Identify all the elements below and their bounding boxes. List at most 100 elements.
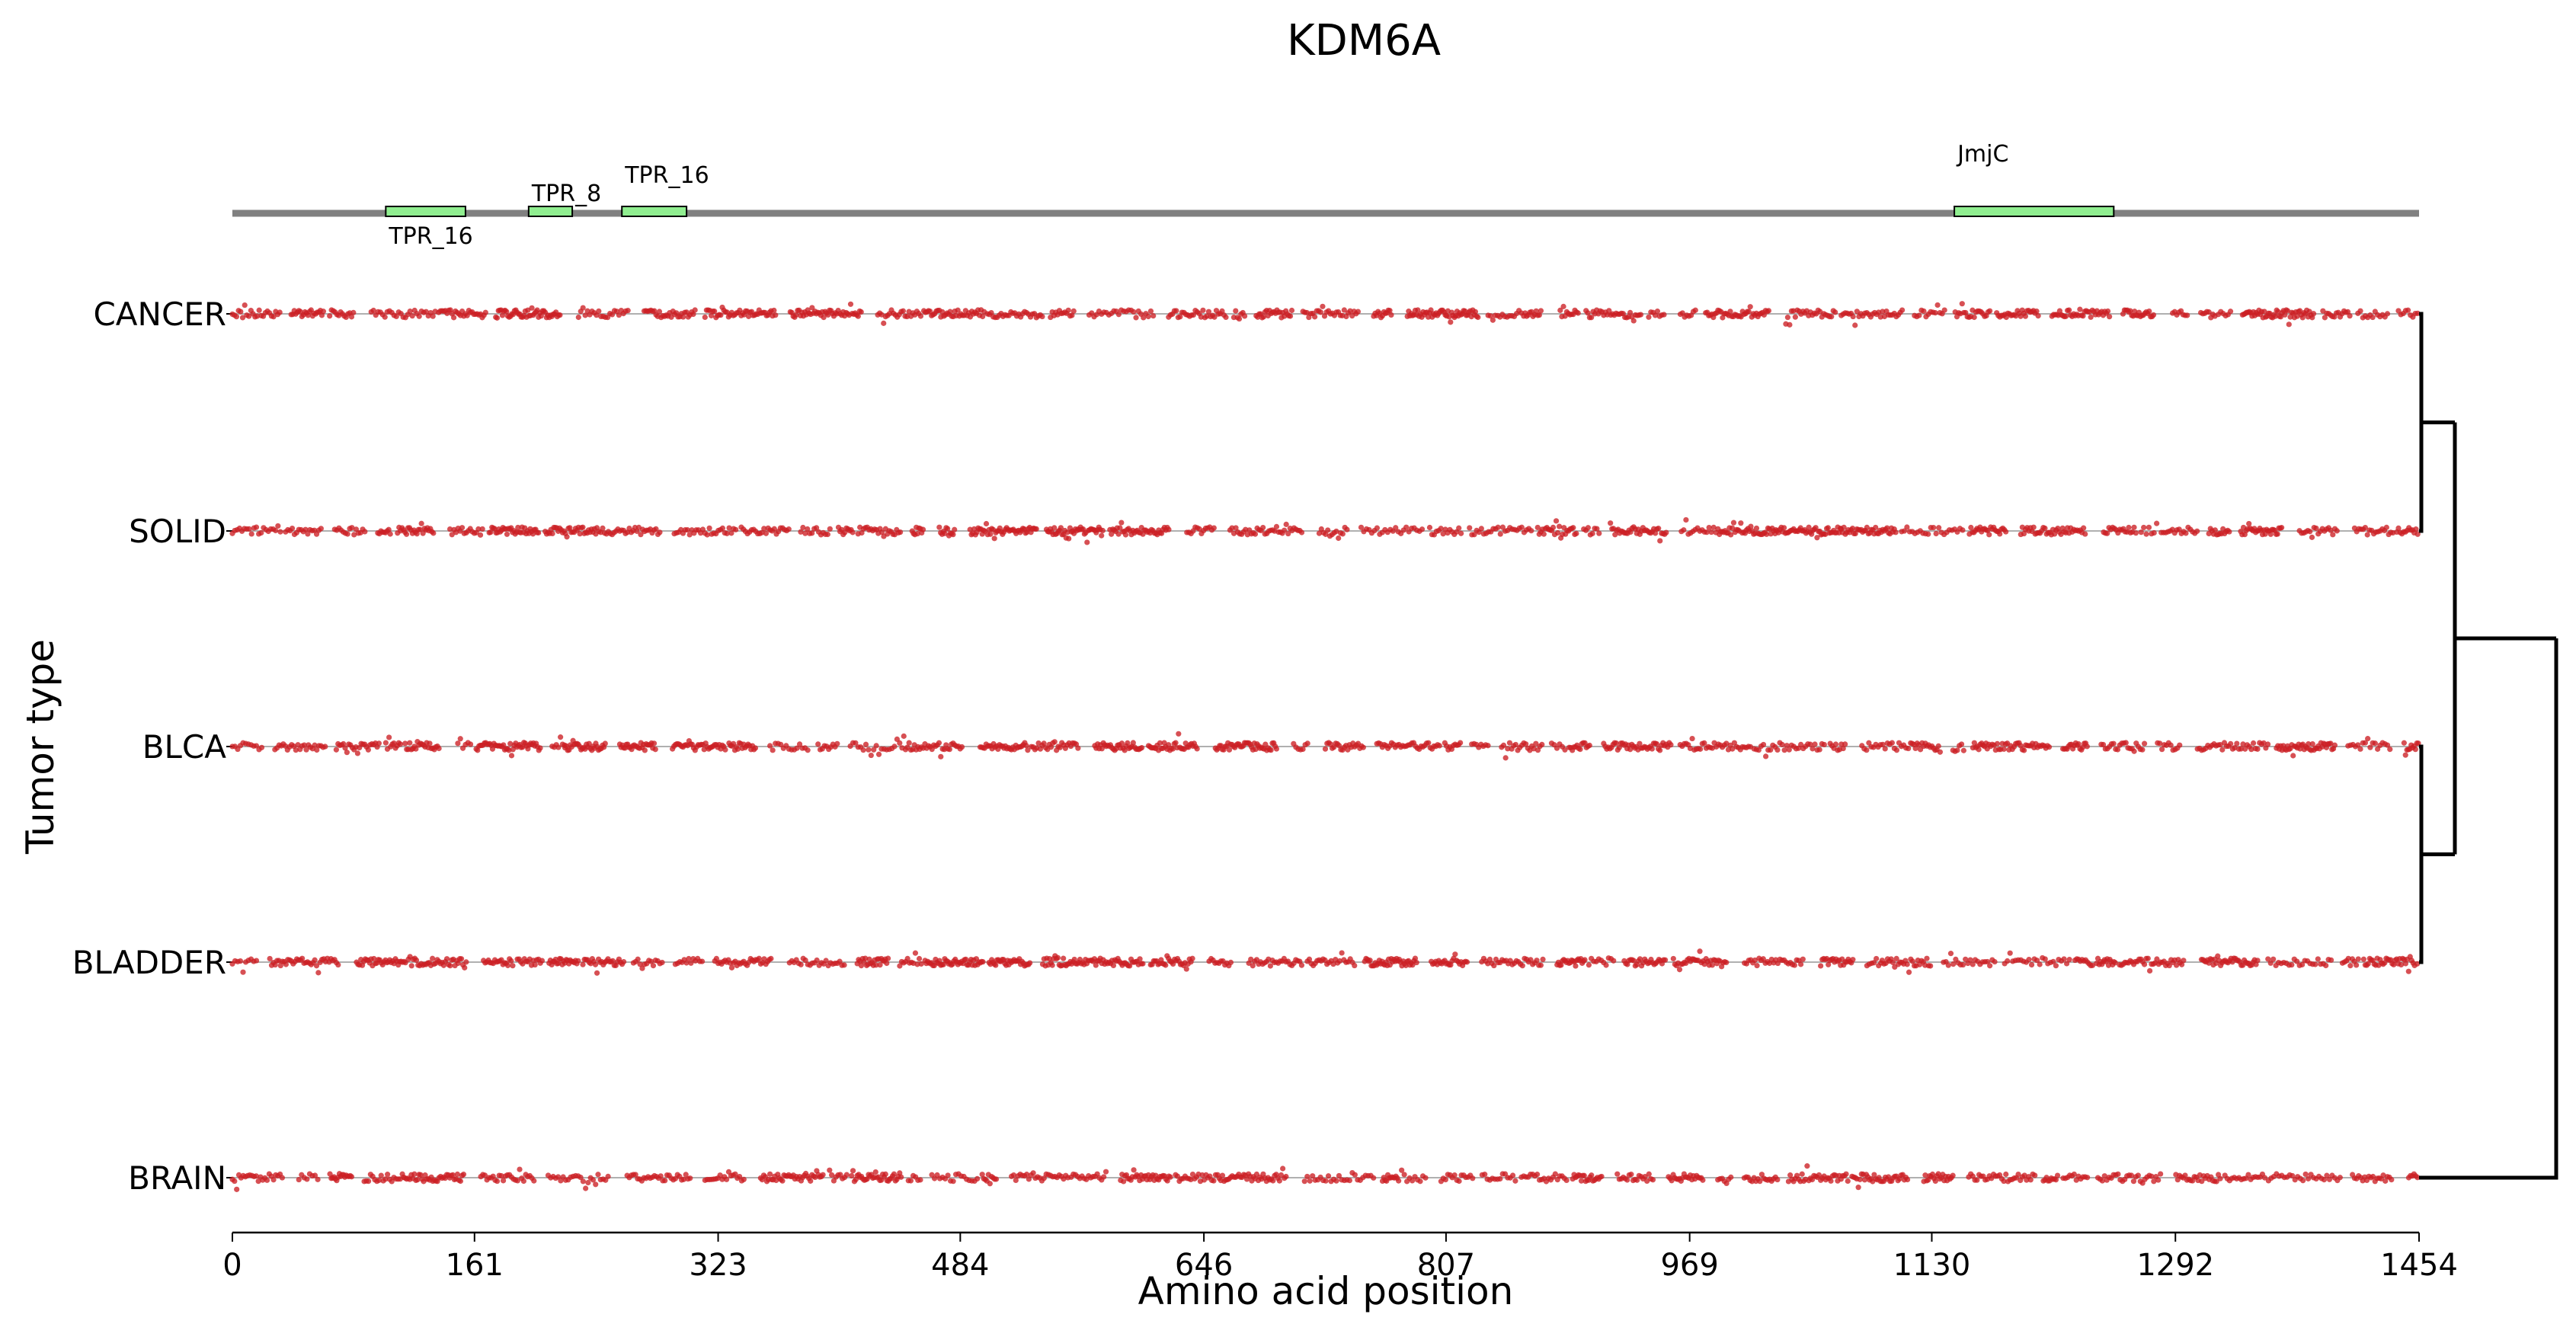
- mutation-point: [2055, 1172, 2060, 1178]
- mutation-point: [2226, 529, 2232, 534]
- mutation-point: [533, 962, 538, 967]
- mutation-point: [2021, 747, 2027, 753]
- mutation-point: [366, 747, 371, 753]
- mutation-point: [2154, 521, 2159, 526]
- mutation-point: [1361, 745, 1366, 750]
- mutation-point: [869, 753, 874, 758]
- mutation-point: [259, 745, 264, 750]
- mutation-point: [1934, 531, 1939, 536]
- mutation-point: [605, 1174, 610, 1179]
- mutation-point: [2032, 1172, 2037, 1178]
- mutation-point: [2405, 308, 2411, 313]
- mutation-point: [277, 529, 283, 535]
- mutation-point: [280, 1175, 285, 1180]
- mutation-point: [2002, 747, 2007, 752]
- mutation-point: [1534, 1172, 1540, 1177]
- mutation-point: [1419, 526, 1425, 532]
- mutation-point: [1482, 1172, 1487, 1177]
- mutation-point: [651, 963, 656, 968]
- mutation-point: [1100, 528, 1106, 533]
- mutation-point: [2354, 962, 2359, 967]
- mutation-point: [600, 526, 605, 531]
- mutation-point: [1519, 525, 1525, 530]
- mutation-point: [2142, 741, 2147, 747]
- mutation-point: [1211, 1178, 1216, 1183]
- mutation-point: [1650, 746, 1655, 751]
- mutation-point: [1829, 314, 1834, 319]
- mutation-point: [258, 530, 264, 536]
- mutation-point: [786, 526, 792, 532]
- mutation-point: [917, 1177, 923, 1182]
- mutation-point: [1661, 312, 1666, 317]
- mutation-point: [2365, 736, 2370, 741]
- mutation-point: [2177, 743, 2182, 748]
- mutation-point: [257, 308, 262, 313]
- mutation-point: [596, 309, 601, 314]
- mutation-point: [1728, 1175, 1733, 1180]
- mutation-point: [1541, 532, 1547, 537]
- mutation-point: [1061, 956, 1066, 961]
- mutation-point: [249, 531, 254, 536]
- mutation-point: [1833, 741, 1838, 747]
- mutation-point: [430, 314, 436, 319]
- mutation-point: [2147, 968, 2152, 974]
- mutation-point: [444, 956, 450, 961]
- mutation-point: [1698, 747, 1703, 752]
- mutation-point: [327, 313, 332, 318]
- mutation-point: [1452, 1172, 1458, 1178]
- mutation-point: [1697, 948, 1702, 954]
- mutation-point: [1577, 747, 1582, 752]
- mutation-point: [2152, 530, 2157, 536]
- mutation-point: [1650, 1177, 1656, 1182]
- mutation-point: [2142, 961, 2147, 967]
- mutation-point: [2323, 963, 2328, 968]
- mutation-point: [557, 312, 562, 318]
- mutation-point: [1936, 525, 1941, 530]
- mutation-point: [1146, 314, 1151, 319]
- mutation-point: [455, 1172, 460, 1177]
- mutation-point: [2387, 747, 2392, 752]
- domain-box: [622, 206, 686, 216]
- mutation-point: [1727, 309, 1733, 314]
- mutation-point: [580, 525, 585, 530]
- mutation-point: [318, 526, 324, 531]
- mutation-point: [1842, 741, 1848, 747]
- mutation-point: [2143, 532, 2149, 537]
- mutation-point: [508, 958, 514, 964]
- mutation-point: [558, 734, 563, 740]
- mutation-point: [376, 740, 382, 746]
- mutation-point: [322, 743, 328, 749]
- mutation-point: [1693, 308, 1698, 313]
- mutation-point: [2046, 744, 2052, 750]
- mutation-point: [642, 747, 648, 753]
- mutation-point: [1798, 961, 1803, 967]
- mutation-point: [1689, 736, 1694, 741]
- mutation-point: [1586, 962, 1592, 967]
- mutation-point: [1333, 1178, 1339, 1184]
- mutation-point: [2357, 747, 2363, 752]
- mutation-point: [920, 527, 926, 532]
- mutation-point: [1959, 741, 1964, 747]
- mutation-point: [335, 962, 341, 967]
- mutation-point: [1768, 747, 1773, 753]
- mutation-point: [1371, 1175, 1376, 1181]
- mutation-point: [718, 312, 723, 318]
- mutation-point: [1817, 747, 1822, 752]
- mutation-point: [898, 1175, 904, 1180]
- mutation-point: [729, 965, 734, 970]
- mutation-point: [275, 523, 280, 529]
- mutation-point: [1352, 1172, 1358, 1178]
- mutation-point: [834, 741, 840, 747]
- mutation-point: [1318, 309, 1323, 315]
- mutation-point: [653, 747, 658, 752]
- mutation-point: [1220, 1173, 1225, 1178]
- mutation-point: [494, 1178, 500, 1184]
- mutation-point: [1573, 963, 1578, 968]
- mutation-point: [1427, 525, 1432, 530]
- mutation-point: [1710, 962, 1715, 967]
- mutation-point: [1950, 961, 1956, 967]
- mutation-point: [1856, 1185, 1861, 1190]
- mutation-point: [1960, 527, 1965, 532]
